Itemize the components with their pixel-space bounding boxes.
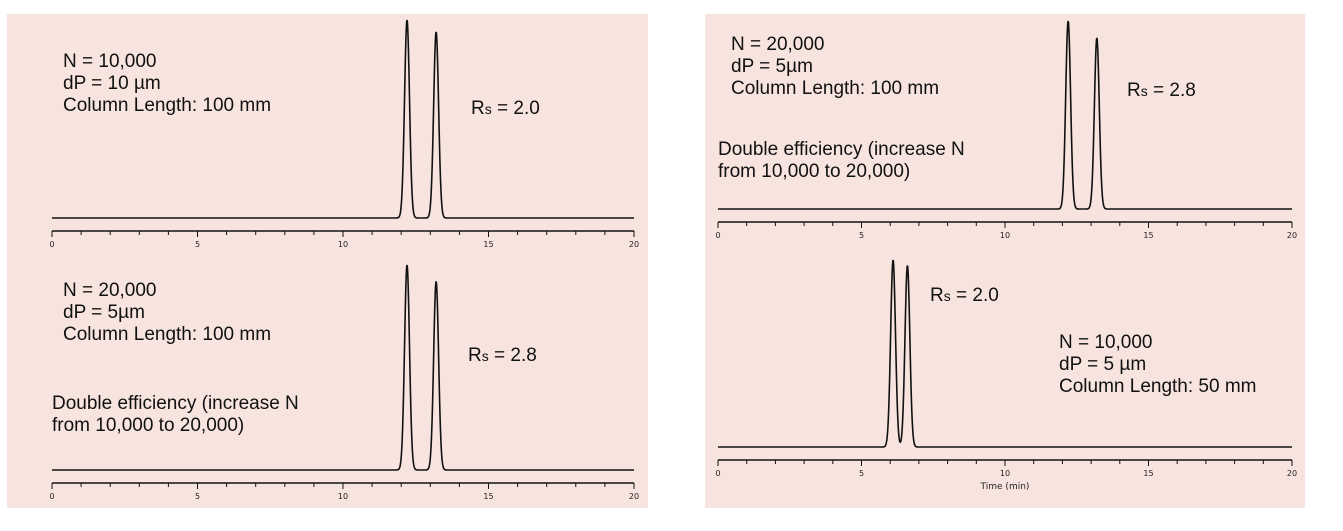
param-line: Column Length: 50 mm	[1059, 376, 1257, 398]
tick-label: 10	[1000, 469, 1010, 478]
params-bottom-right: N = 10,000 dP = 5 µm Column Length: 50 m…	[1059, 332, 1257, 398]
x-axis-label: Time (min)	[980, 482, 1030, 492]
tick-label: 20	[1287, 469, 1297, 478]
tick-label: 0	[715, 469, 720, 478]
param-line: N = 10,000	[1059, 332, 1257, 354]
tick-label: 5	[859, 469, 864, 478]
param-line: dP = 5 µm	[1059, 354, 1257, 376]
tick-label: 15	[1143, 469, 1153, 478]
resolution-label-bottom-right: Rs = 2.0	[930, 285, 999, 307]
